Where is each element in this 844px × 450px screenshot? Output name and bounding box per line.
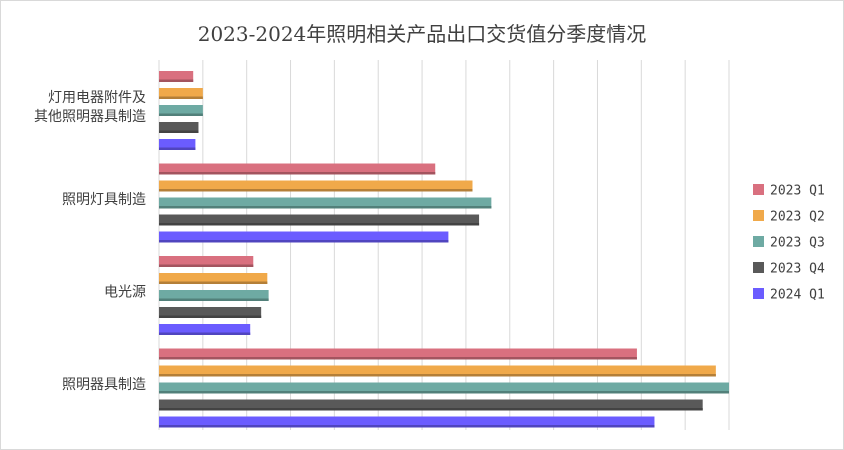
bar — [159, 105, 203, 116]
legend-item: 2024 Q1 — [753, 288, 825, 303]
chart-title: 2023-2024年照明相关产品出口交货值分季度情况 — [197, 22, 647, 46]
bar — [159, 139, 196, 150]
legend-label: 2023 Q1 — [770, 184, 825, 199]
bar — [159, 273, 268, 284]
legend-item: 2023 Q3 — [753, 236, 825, 251]
bar — [159, 382, 729, 394]
legend-label: 2023 Q4 — [770, 262, 825, 277]
legend-swatch — [753, 262, 764, 273]
bars — [159, 71, 729, 428]
bar — [159, 324, 251, 335]
bar — [159, 399, 703, 411]
legend-item: 2023 Q1 — [753, 184, 825, 199]
legend-label: 2023 Q2 — [770, 210, 825, 225]
bar — [159, 71, 194, 82]
legend-swatch — [753, 184, 764, 195]
category-label: 其他照明器具制造 — [34, 109, 146, 125]
category-label: 电光源 — [104, 284, 146, 300]
bar — [159, 88, 203, 99]
bar — [159, 122, 199, 133]
bar — [159, 163, 436, 175]
bar — [159, 256, 254, 267]
bar — [159, 214, 480, 226]
bar — [159, 197, 492, 209]
legend-label: 2023 Q3 — [770, 236, 825, 251]
bar — [159, 231, 449, 243]
bar — [159, 416, 655, 428]
legend-label: 2024 Q1 — [770, 288, 825, 303]
bar — [159, 348, 637, 360]
bar — [159, 180, 473, 192]
legend: 2023 Q1 2023 Q2 2023 Q3 2023 Q4 2024 Q1 — [753, 184, 825, 303]
legend-item: 2023 Q4 — [753, 262, 825, 277]
legend-swatch — [753, 210, 764, 221]
legend-item: 2023 Q2 — [753, 210, 825, 225]
category-label: 灯用电器附件及 — [48, 90, 146, 106]
category-label: 照明器具制造 — [62, 377, 146, 393]
bar — [159, 307, 262, 318]
bar — [159, 290, 269, 301]
legend-swatch — [753, 236, 764, 247]
category-label: 照明灯具制造 — [62, 192, 146, 208]
legend-swatch — [753, 288, 764, 299]
bar — [159, 365, 716, 377]
